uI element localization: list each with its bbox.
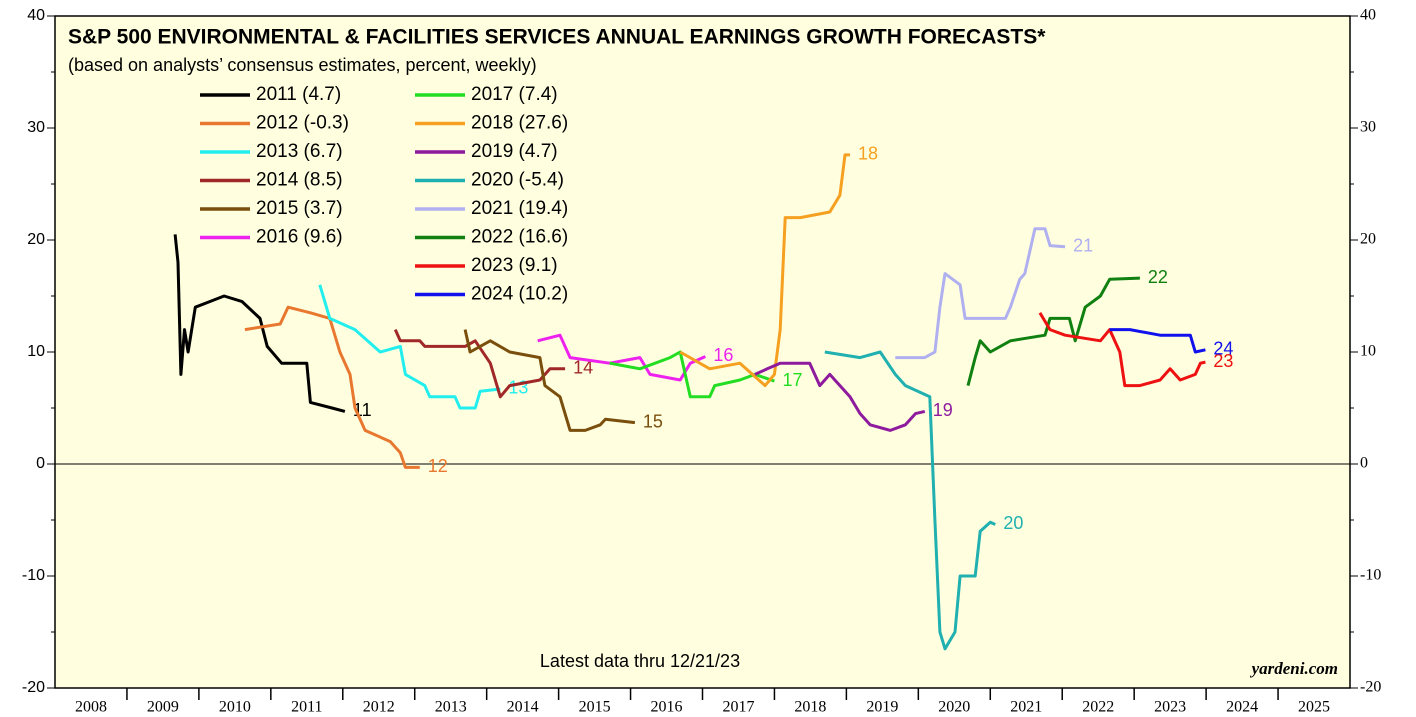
- series-line: [173, 234, 346, 413]
- end-label: 18: [858, 144, 878, 164]
- x-tick-label: 2024: [1226, 699, 1258, 716]
- end-label: 17: [782, 370, 802, 390]
- x-tick-label: 2018: [794, 699, 826, 716]
- legend-label: 2024 (10.2): [471, 284, 568, 305]
- note: Latest data thru 12/21/23: [540, 651, 740, 671]
- legend-label: 2017 (7.4): [471, 84, 558, 105]
- y-tick-label: 20: [27, 231, 45, 248]
- end-label: 15: [643, 411, 663, 431]
- series-line: [1109, 328, 1206, 354]
- y-tick-label: -10: [22, 567, 45, 584]
- y2-tick-label: 10: [1360, 343, 1376, 360]
- legend-label: 2012 (-0.3): [256, 113, 349, 134]
- series-line: [824, 350, 996, 651]
- y-tick-label: 40: [27, 7, 45, 24]
- series-line: [463, 329, 636, 432]
- end-label: 12: [428, 456, 448, 476]
- y2-tick-label: 20: [1360, 231, 1376, 248]
- legend-label: 2023 (9.1): [471, 255, 558, 276]
- x-tick-label: 2021: [1010, 699, 1042, 716]
- x-tick-label: 2010: [219, 699, 251, 716]
- end-label: 21: [1073, 235, 1093, 255]
- y-tick-label: 10: [27, 343, 45, 360]
- legend-label: 2020 (-5.4): [471, 170, 564, 191]
- end-label: 16: [713, 345, 733, 365]
- end-label: 20: [1003, 513, 1023, 533]
- series-line: [679, 153, 850, 388]
- source: yardeni.com: [1250, 659, 1338, 678]
- x-tick-label: 2020: [938, 699, 970, 716]
- end-label: 22: [1148, 267, 1168, 287]
- x-tick-label: 2009: [147, 699, 179, 716]
- end-label: 24: [1213, 339, 1233, 359]
- x-tick-label: 2025: [1298, 699, 1330, 716]
- legend-label: 2022 (16.6): [471, 227, 568, 248]
- end-label: 23: [1213, 351, 1233, 371]
- y2-tick-label: 40: [1360, 7, 1376, 24]
- x-tick-label: 2008: [75, 699, 107, 716]
- series-line: [609, 350, 775, 399]
- x-tick-label: 2011: [291, 699, 322, 716]
- legend-label: 2011 (4.7): [256, 84, 341, 105]
- series-line: [754, 361, 926, 432]
- series-line: [895, 227, 1066, 360]
- y-tick-label: 30: [27, 119, 45, 136]
- x-tick-label: 2013: [435, 699, 467, 716]
- y2-tick-label: -20: [1360, 679, 1381, 696]
- y-tick-label: 0: [36, 455, 45, 472]
- series-line: [393, 328, 566, 399]
- series-line: [966, 276, 1140, 386]
- y-tick-label: -20: [22, 679, 45, 696]
- series-line: [1038, 312, 1206, 388]
- end-label: 13: [508, 378, 528, 398]
- series-line: [244, 305, 420, 469]
- legend-label: 2018 (27.6): [471, 113, 568, 134]
- chart-title: S&P 500 ENVIRONMENTAL & FACILITIES SERVI…: [68, 26, 1046, 49]
- legend-label: 2019 (4.7): [471, 141, 558, 162]
- legend-label: 2013 (6.7): [256, 141, 343, 162]
- y2-tick-label: 30: [1360, 119, 1376, 136]
- x-tick-label: 2019: [866, 699, 898, 716]
- legend-label: 2016 (9.6): [256, 227, 343, 248]
- x-tick-label: 2016: [651, 699, 683, 716]
- x-tick-label: 2015: [579, 699, 611, 716]
- x-tick-label: 2022: [1082, 699, 1114, 716]
- end-label: 19: [933, 400, 953, 420]
- legend-label: 2014 (8.5): [256, 170, 343, 191]
- legend-label: 2021 (19.4): [471, 198, 568, 219]
- chart-subtitle: (based on analysts’ consensus estimates,…: [68, 55, 537, 75]
- y2-tick-label: -10: [1360, 567, 1381, 584]
- x-tick-label: 2023: [1154, 699, 1186, 716]
- series-line: [318, 284, 501, 410]
- x-tick-label: 2012: [363, 699, 395, 716]
- plot-area: [54, 15, 1351, 689]
- x-tick-label: 2014: [507, 699, 539, 716]
- end-label: 14: [573, 358, 593, 378]
- series-line: [537, 333, 707, 382]
- y2-tick-label: 0: [1360, 455, 1368, 472]
- x-tick-label: 2017: [722, 699, 754, 716]
- legend-label: 2015 (3.7): [256, 198, 343, 219]
